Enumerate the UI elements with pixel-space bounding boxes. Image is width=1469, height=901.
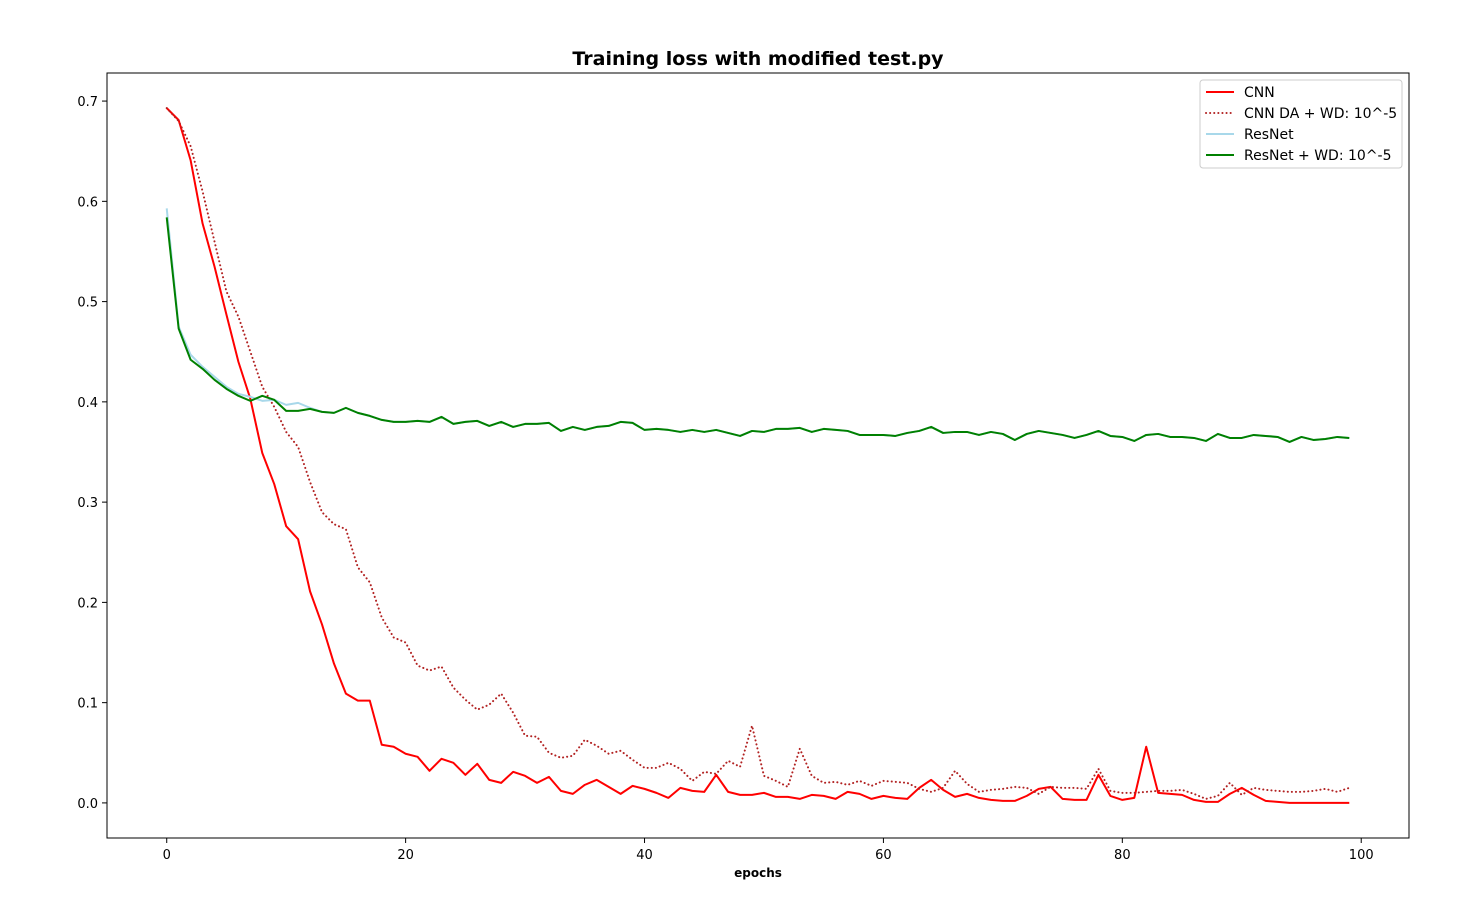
- x-tick-label: 100: [1349, 848, 1374, 863]
- x-axis: 0 20 40 60 80 100: [163, 838, 1374, 863]
- series-line-2: [165, 208, 1350, 443]
- chart-title: Training loss with modified test.py: [572, 48, 944, 70]
- x-axis-label: epochs: [734, 866, 782, 880]
- y-tick-label: 0.6: [77, 195, 98, 210]
- x-tick-label: 60: [875, 848, 892, 863]
- legend-label-2: ResNet: [1244, 127, 1294, 143]
- y-tick-label: 0.0: [77, 797, 98, 812]
- series-layer: [165, 107, 1351, 804]
- y-tick-label: 0.5: [77, 296, 98, 311]
- legend: CNN CNN DA + WD: 10^-5 ResNet ResNet + WD: …: [1199, 79, 1403, 169]
- plot-frame: [106, 72, 1410, 839]
- x-tick-label: 40: [636, 848, 653, 863]
- y-tick-label: 0.2: [77, 596, 98, 611]
- legend-box: [1199, 79, 1403, 169]
- y-tick-label: 0.3: [77, 496, 98, 511]
- series-line-3: [165, 217, 1350, 443]
- legend-label-1: CNN DA + WD: 10^-5: [1244, 106, 1397, 122]
- y-axis: 0.0 0.1 0.2 0.3 0.4 0.5 0.6 0.7: [77, 95, 107, 812]
- series-line-1: [165, 107, 1351, 800]
- x-tick-label: 20: [397, 848, 414, 863]
- series-line-0: [166, 107, 1350, 804]
- legend-label-0: CNN: [1244, 85, 1275, 101]
- x-tick-label: 0: [163, 848, 171, 863]
- y-tick-label: 0.1: [77, 697, 98, 712]
- x-tick-label: 80: [1114, 848, 1131, 863]
- legend-label-3: ResNet + WD: 10^-5: [1244, 148, 1392, 164]
- y-tick-label: 0.4: [77, 396, 98, 411]
- y-tick-label: 0.7: [77, 95, 98, 110]
